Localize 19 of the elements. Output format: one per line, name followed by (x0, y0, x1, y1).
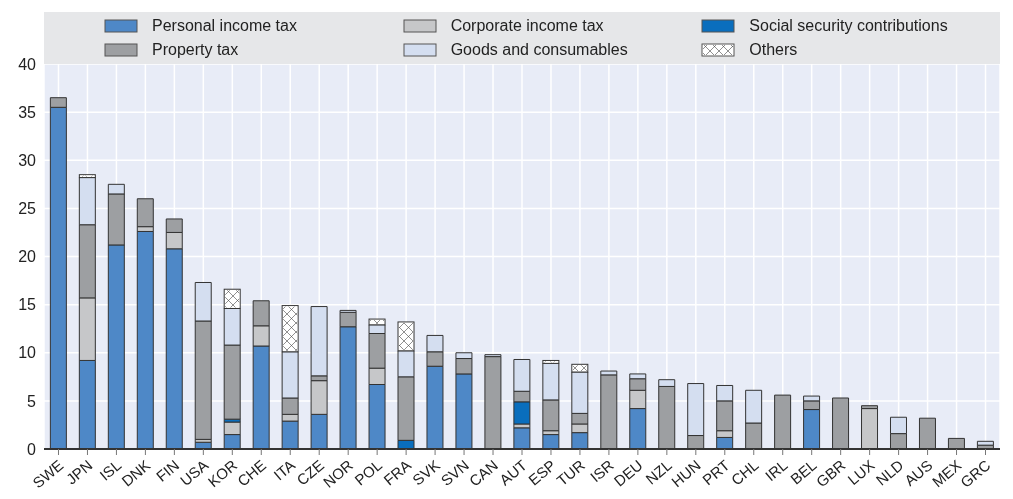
x-tick-label: TUR (553, 456, 588, 490)
y-tick-label: 40 (18, 55, 37, 73)
x-tick-label: CHL (727, 456, 762, 489)
y-tick-label: 10 (18, 344, 37, 362)
legend-label: Personal income tax (152, 17, 297, 35)
x-tick-label: IRL (761, 456, 791, 485)
legend-label: Goods and consumables (450, 41, 628, 59)
y-tick-label: 5 (27, 392, 37, 410)
y-tick-label: 25 (18, 200, 37, 218)
x-tick-label: ITA (270, 456, 299, 484)
legend-label: Corporate income tax (450, 17, 604, 35)
y-tick-label: 30 (18, 151, 37, 169)
legend-label: Others (749, 41, 798, 59)
legend-label: Social security contributions (749, 17, 948, 35)
y-tick-label: 35 (18, 103, 37, 121)
y-tick-label: 15 (18, 296, 37, 314)
legend-label: Property tax (152, 41, 239, 59)
y-tick-label: 0 (27, 440, 37, 458)
y-tick-label: 20 (18, 248, 37, 266)
